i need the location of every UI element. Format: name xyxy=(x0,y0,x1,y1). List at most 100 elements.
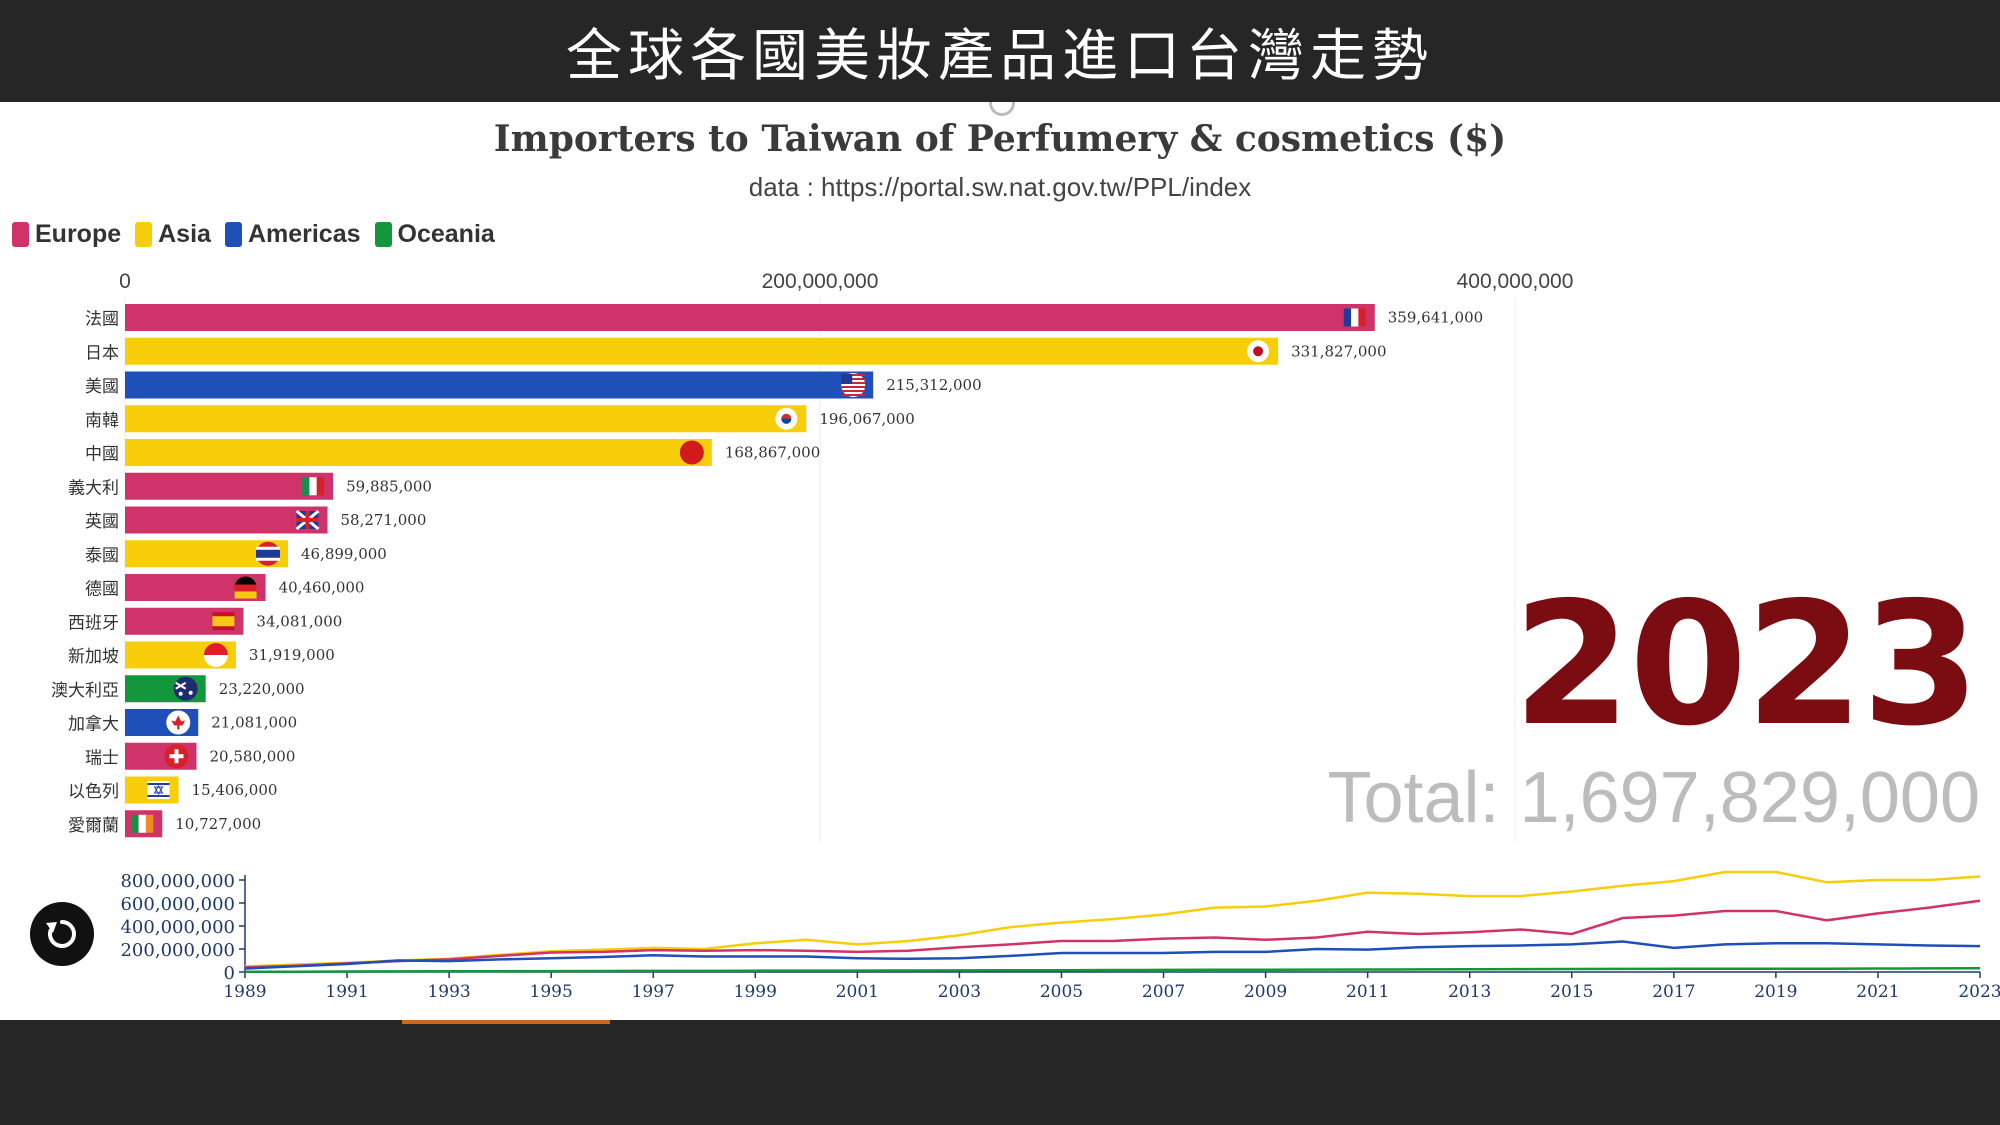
bar-value-label: 359,641,000 xyxy=(1388,309,1483,327)
bar-category-label: 加拿大 xyxy=(68,714,119,735)
progress-indicator xyxy=(402,1020,610,1024)
bar-value-label: 40,460,000 xyxy=(279,579,365,597)
thailand-flag-icon xyxy=(255,541,280,566)
mini-x-tick-label: 2019 xyxy=(1754,982,1797,1002)
replay-icon xyxy=(46,920,76,948)
bar-value-label: 168,867,000 xyxy=(725,444,820,462)
bar-category-label: 義大利 xyxy=(68,478,119,498)
mini-x-tick-label: 2007 xyxy=(1142,982,1185,1002)
switzerland-flag-icon xyxy=(164,744,189,769)
legend-swatch-oceania xyxy=(374,222,392,247)
germany-flag-icon xyxy=(234,576,257,599)
chart-panel: 0 200,000,000 400,000,000 法國 359,641,000 日本 33… xyxy=(0,102,2000,1020)
bar-category-label: 西班牙 xyxy=(68,613,119,633)
bar-value-label: 15,406,000 xyxy=(192,781,278,799)
mini-x-tick-label: 2003 xyxy=(938,982,981,1002)
bar xyxy=(125,405,807,433)
mini-x-tick-label: 2013 xyxy=(1448,982,1491,1002)
china-flag-icon xyxy=(679,440,704,465)
x-tick-label: 200,000,000 xyxy=(762,270,879,293)
bar-category-label: 日本 xyxy=(85,343,119,363)
mini-x-tick-label: 2023 xyxy=(1958,982,2000,1002)
bar-category-label: 英國 xyxy=(85,512,119,532)
singapore-flag-icon xyxy=(203,643,228,667)
bar-category-label: 新加坡 xyxy=(68,647,119,667)
bar xyxy=(125,371,874,399)
series-line-americas xyxy=(244,940,1981,970)
korea-flag-icon xyxy=(775,407,798,430)
bar xyxy=(125,304,1375,331)
bar-value-label: 20,580,000 xyxy=(210,747,296,765)
italy-flag-icon xyxy=(302,477,325,496)
legend-swatch-asia xyxy=(135,222,153,247)
bar-category-label: 泰國 xyxy=(85,546,119,566)
bar-value-label: 31,919,000 xyxy=(249,646,335,664)
mini-x-tick-label: 1991 xyxy=(325,982,368,1002)
x-tick-label: 400,000,000 xyxy=(1457,270,1574,293)
mini-x-tick-label: 2005 xyxy=(1040,982,1083,1002)
canada-flag-icon xyxy=(166,710,191,735)
replay-button[interactable] xyxy=(30,902,94,966)
mini-x-tick-label: 2021 xyxy=(1856,982,1899,1002)
bar-value-label: 46,899,000 xyxy=(301,545,387,563)
bar-category-label: 澳大利亞 xyxy=(51,681,119,701)
legend-item-oceania[interactable]: Oceania xyxy=(374,220,495,249)
mini-x-tick-label: 1993 xyxy=(427,982,470,1002)
bar-category-label: 美國 xyxy=(85,377,119,397)
legend-swatch-europe xyxy=(12,222,29,247)
mini-y-tick-label: 600,000,000 xyxy=(120,894,235,915)
bar-category-label: 愛爾蘭 xyxy=(68,816,119,836)
bar-category-label: 以色列 xyxy=(68,782,119,802)
uk-flag-icon xyxy=(295,509,320,531)
bar xyxy=(125,472,334,500)
bar-category-label: 瑞士 xyxy=(85,748,119,768)
bar xyxy=(125,337,1279,365)
bar-category-label: 中國 xyxy=(85,445,119,465)
legend-item-europe[interactable]: Europe xyxy=(12,220,121,249)
usa-flag-icon xyxy=(841,373,866,397)
mini-y-tick-label: 200,000,000 xyxy=(120,940,235,961)
mini-x-tick-label: 2015 xyxy=(1550,982,1593,1002)
series-line-europe xyxy=(244,899,1981,969)
legend-label: Oceania xyxy=(397,220,495,248)
legend: Europe Asia Americas Oceania xyxy=(12,220,495,249)
mini-x-tick-label: 2001 xyxy=(836,982,879,1002)
legend-label: Asia xyxy=(158,220,211,248)
series-line-oceania xyxy=(244,967,1981,974)
mini-y-tick-label: 400,000,000 xyxy=(120,917,235,938)
legend-item-asia[interactable]: Asia xyxy=(135,220,211,249)
bar-value-label: 10,727,000 xyxy=(175,815,261,833)
x-tick-label: 0 xyxy=(119,270,131,293)
footer-bar xyxy=(0,1020,2000,1125)
mini-x-tick-label: 2017 xyxy=(1652,982,1695,1002)
spain-flag-icon xyxy=(212,612,235,631)
legend-item-americas[interactable]: Americas xyxy=(224,220,361,249)
australia-flag-icon xyxy=(173,676,198,701)
bar-value-label: 331,827,000 xyxy=(1291,342,1386,360)
bar-category-label: 法國 xyxy=(85,310,119,330)
legend-label: Americas xyxy=(247,220,361,248)
mini-x-tick-label: 1995 xyxy=(530,982,573,1002)
bar-value-label: 23,220,000 xyxy=(219,680,305,698)
bar-value-label: 59,885,000 xyxy=(346,477,432,495)
total-label: Total: 1,697,829,000 xyxy=(1327,758,1980,838)
japan-flag-icon xyxy=(1247,340,1270,363)
mini-y-tick-label: 800,000,000 xyxy=(120,871,235,892)
mini-x-tick-label: 1999 xyxy=(734,982,777,1002)
israel-flag-icon xyxy=(147,781,170,799)
bar-value-label: 215,312,000 xyxy=(886,376,981,394)
legend-label: Europe xyxy=(35,220,122,248)
chart-title: Importers to Taiwan of Perfumery & cosme… xyxy=(493,118,1507,160)
bar-value-label: 21,081,000 xyxy=(211,714,297,732)
france-flag-icon xyxy=(1343,308,1366,327)
bar-category-label: 南韓 xyxy=(85,411,119,431)
loading-spinner-icon xyxy=(989,102,1015,116)
ireland-flag-icon xyxy=(131,814,154,833)
bar-value-label: 58,271,000 xyxy=(340,511,426,529)
bar xyxy=(125,439,712,466)
mini-x-tick-label: 2009 xyxy=(1244,982,1287,1002)
current-year-label: 2023 xyxy=(1512,566,1980,764)
bar xyxy=(125,506,328,534)
legend-swatch-americas xyxy=(224,222,242,247)
